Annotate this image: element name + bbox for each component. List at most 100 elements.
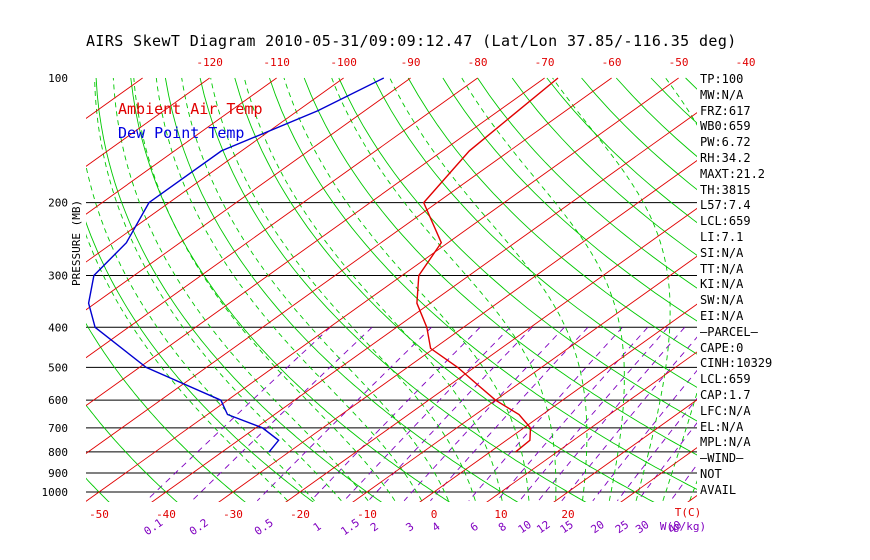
mixing-ratio-tick-label: 8	[496, 520, 509, 534]
top-temp-tick-label: -70	[535, 56, 555, 69]
pressure-tick-label: 800	[48, 446, 68, 459]
stat-line: EI:N/A	[700, 308, 744, 323]
temp-axis-label: T(C)	[675, 506, 702, 519]
stat-line: LCL:659	[700, 214, 751, 229]
isotherm-line	[86, 77, 210, 167]
pressure-tick-label: 300	[48, 270, 68, 283]
dry-adiabats	[0, 77, 870, 503]
top-temp-tick-label: -120	[196, 56, 223, 69]
moist-adiabat-line	[331, 77, 557, 501]
stat-line: KI:N/A	[700, 277, 744, 292]
bottom-temp-tick-label: -30	[223, 508, 243, 521]
dry-adiabat-line	[373, 77, 697, 388]
dry-adiabat-line	[86, 322, 246, 502]
top-temp-tick-label: -100	[330, 56, 357, 69]
mixing-ratio-lines	[145, 326, 697, 502]
dry-adiabat-line	[407, 77, 697, 355]
mixing-ratio-line	[145, 326, 331, 502]
moist-adiabat-line	[461, 77, 625, 501]
dry-adiabat-line	[86, 221, 314, 502]
mixing-ratio-tick-label: 25	[613, 518, 631, 536]
stat-line: L57:7.4	[700, 198, 751, 213]
mixing-ratio-tick-label: 3	[404, 520, 417, 534]
dry-adiabat-line	[477, 77, 697, 289]
pressure-tick-label: 700	[48, 422, 68, 435]
isotherm-line	[486, 351, 697, 502]
moist-adiabat-line	[155, 77, 423, 502]
isotherm-line	[419, 303, 697, 502]
dry-adiabat-line	[0, 78, 41, 503]
stat-line: TP:100	[700, 72, 744, 86]
dry-adiabat-line	[130, 77, 451, 502]
stats-panel: TP:100 MW:N/A FRZ:617 WB0:659 PW:6.72 RH…	[700, 72, 772, 499]
stat-line: PW:6.72	[700, 135, 751, 150]
isotherm-line	[86, 77, 277, 215]
mixing-ratio-tick-label: 12	[534, 518, 552, 536]
isotherm-line	[86, 77, 612, 454]
mixing-ratio-line	[191, 326, 373, 502]
top-temp-tick-label: -60	[602, 56, 622, 69]
dry-adiabat-line	[86, 477, 110, 502]
stat-line: AVAIL	[700, 482, 737, 497]
mixing-ratio-tick-label: 6	[468, 520, 481, 534]
moist-adiabat-line	[112, 77, 369, 502]
pressure-tick-label: 100	[48, 72, 68, 85]
stat-line: TT:N/A	[700, 261, 744, 276]
mixing-ratio-line	[468, 326, 623, 502]
top-temp-tick-label: -80	[468, 56, 488, 69]
mixing-ratio-tick-label: 20	[588, 518, 606, 536]
bottom-temp-tick-label: 10	[494, 508, 507, 521]
mixing-ratio-line	[403, 326, 565, 502]
top-temp-tick-label: -110	[263, 56, 290, 69]
isotherm-line	[0, 78, 76, 502]
stat-line: SI:N/A	[700, 245, 744, 260]
mixing-ratio-tick-label: 40	[666, 518, 684, 536]
stat-line: CINH:10329	[700, 356, 773, 371]
stat-line: NOT	[700, 466, 722, 481]
legend-air-temp: Ambient Air Temp	[118, 100, 263, 118]
bottom-temp-tick-label: 20	[561, 508, 574, 521]
dry-adiabat-line	[164, 77, 519, 502]
isobars	[86, 202, 697, 493]
dew-point-series	[87, 77, 385, 453]
mixing-axis-label: W(g/kg)	[660, 520, 706, 533]
mixing-ratio-line	[592, 369, 697, 502]
stat-line: CAP:1.7	[700, 387, 751, 402]
isotherms	[0, 77, 870, 502]
mixing-ratio-line	[519, 327, 669, 502]
pressure-tick-label: 400	[48, 321, 68, 334]
isotherm-line	[86, 77, 478, 359]
isotherm-line	[86, 77, 545, 407]
isotherm-line	[553, 399, 697, 502]
top-temp-tick-label: -50	[669, 56, 689, 69]
dry-adiabat-line	[95, 77, 383, 502]
isotherm-line	[821, 78, 870, 502]
bottom-temp-tick-label: -40	[156, 508, 176, 521]
moist-adiabat-line	[283, 77, 530, 501]
isotherm-line	[151, 112, 697, 502]
mixing-ratio-line	[343, 326, 511, 502]
mixing-ratio-line	[637, 422, 697, 502]
pressure-tick-label: 600	[48, 394, 68, 407]
y-axis-label: PRESSURE (MB)	[70, 199, 83, 286]
mixing-ratio-tick-label: 30	[633, 518, 651, 536]
air-temp-series	[416, 77, 559, 453]
mixing-ratio-line	[538, 327, 686, 502]
stat-line: LCL:659	[700, 372, 751, 387]
moist-adiabat-line	[552, 77, 671, 501]
mixing-ratio-line	[368, 326, 533, 502]
mixing-ratio-line	[617, 397, 697, 502]
stat-line: MPL:N/A	[700, 435, 751, 450]
mixing-ratio-tick-label: 4	[430, 520, 443, 535]
isotherm-line	[86, 77, 411, 311]
dry-adiabat-line	[86, 404, 178, 502]
dry-adiabat-line	[234, 77, 655, 502]
dry-adiabat-line	[824, 78, 870, 503]
legend-dew-point: Dew Point Temp	[118, 124, 245, 142]
stat-line: LI:7.1	[700, 229, 744, 244]
bottom-temp-tick-label: -50	[89, 508, 109, 521]
pressure-tick-label: 1000	[42, 486, 69, 499]
sounding-series	[87, 77, 559, 453]
dry-adiabat-line	[269, 77, 697, 490]
